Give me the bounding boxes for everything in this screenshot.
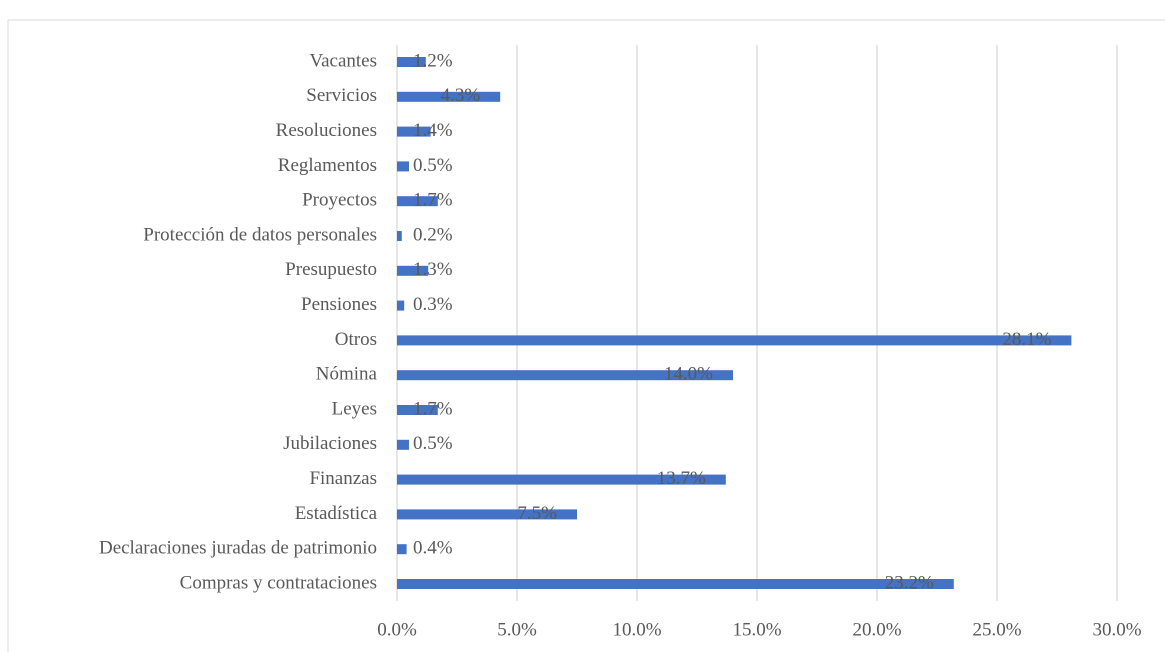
- bar: [397, 196, 438, 207]
- y-tick-label: Finanzas: [309, 468, 377, 489]
- y-tick-label: Protección de datos personales: [143, 224, 377, 245]
- bar: [397, 126, 431, 137]
- data-label: 1.7%: [413, 398, 453, 419]
- y-tick-label: Pensiones: [301, 294, 377, 315]
- data-label: 0.3%: [413, 294, 453, 315]
- y-tick-label: Resoluciones: [276, 120, 377, 141]
- data-label: 23.2%: [885, 572, 934, 593]
- y-tick-label: Nómina: [316, 364, 378, 385]
- y-tick-label: Vacantes: [309, 50, 377, 71]
- bar: [397, 335, 1072, 346]
- data-label: 0.5%: [413, 433, 453, 454]
- x-tick-label: 5.0%: [497, 619, 537, 640]
- bar: [397, 265, 429, 276]
- y-tick-label: Estadística: [295, 503, 378, 524]
- data-label: 28.1%: [1002, 329, 1051, 350]
- bar: [397, 57, 426, 67]
- bar: [397, 439, 409, 450]
- bar: [397, 509, 577, 520]
- y-tick-label: Servicios: [306, 85, 377, 106]
- bar: [397, 405, 438, 415]
- y-tick-label: Compras y contrataciones: [180, 572, 377, 593]
- data-label: 1.4%: [413, 120, 453, 141]
- y-tick-label: Otros: [335, 329, 377, 350]
- data-label: 1.2%: [413, 50, 453, 71]
- x-tick-label: 15.0%: [732, 619, 781, 640]
- data-label: 0.2%: [413, 224, 453, 245]
- bar: [397, 579, 954, 589]
- bar: [397, 161, 409, 172]
- data-label: 0.5%: [413, 155, 453, 176]
- y-tick-label: Proyectos: [302, 190, 377, 211]
- y-tick-label: Jubilaciones: [283, 433, 377, 454]
- data-label: 1.3%: [413, 259, 453, 280]
- bar: [397, 91, 501, 102]
- x-tick-label: 20.0%: [852, 619, 901, 640]
- y-tick-label: Reglamentos: [278, 155, 377, 176]
- x-tick-label: 30.0%: [1092, 619, 1141, 640]
- data-label: 13.7%: [657, 468, 706, 489]
- x-tick-label: 10.0%: [612, 619, 661, 640]
- bar: [397, 300, 405, 311]
- x-tick-label: 0.0%: [377, 619, 417, 640]
- data-label: 7.5%: [517, 503, 557, 524]
- bar: [397, 544, 407, 555]
- data-label: 0.4%: [413, 538, 453, 559]
- y-tick-label: Presupuesto: [285, 259, 377, 280]
- data-label: 14.0%: [664, 364, 713, 385]
- bar: [397, 474, 726, 485]
- y-tick-label: Leyes: [332, 398, 377, 419]
- bar: [397, 370, 733, 381]
- data-label: 4.3%: [441, 85, 481, 106]
- y-tick-label: Declaraciones juradas de patrimonio: [99, 538, 377, 559]
- bar: [397, 231, 402, 241]
- x-tick-label: 25.0%: [972, 619, 1021, 640]
- data-label: 1.7%: [413, 190, 453, 211]
